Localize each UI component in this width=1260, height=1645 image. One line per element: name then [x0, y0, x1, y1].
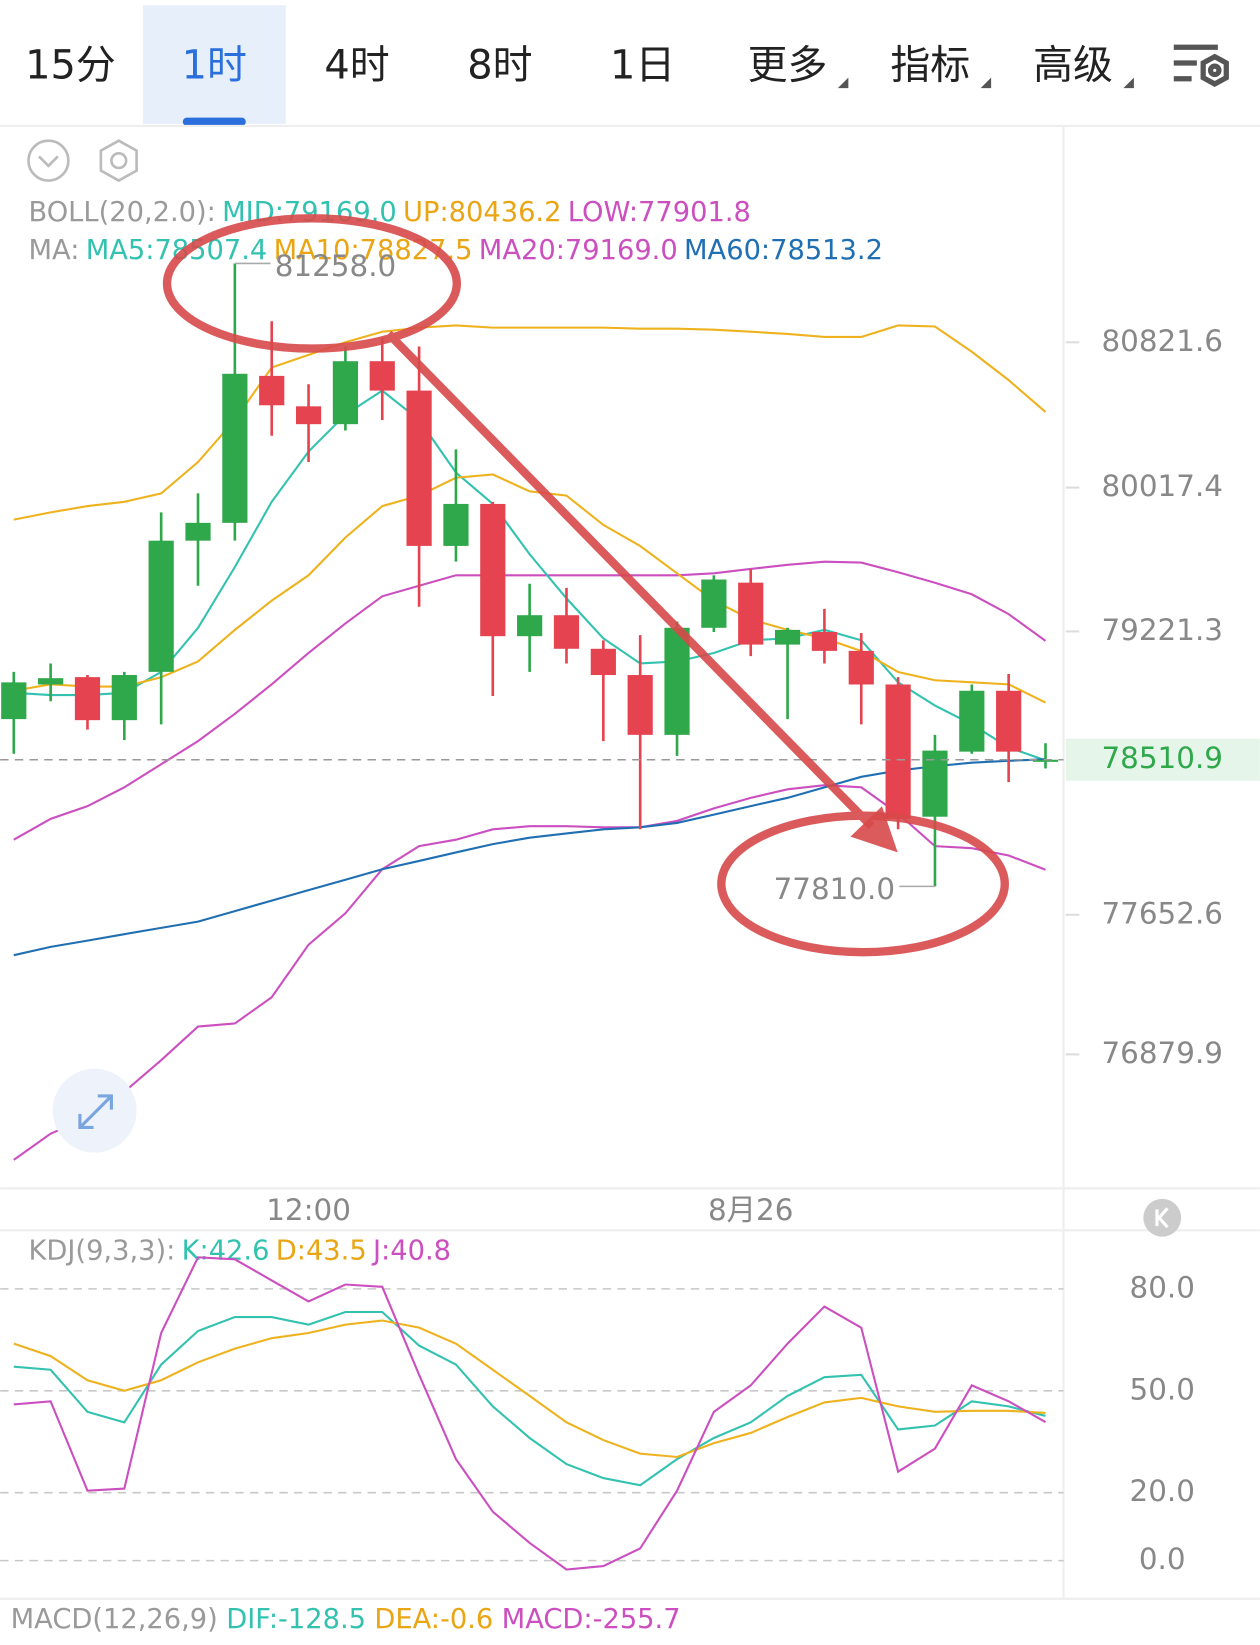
expand-button[interactable]	[52, 1068, 137, 1153]
candle-body	[848, 650, 874, 685]
y-tick-label: 50.0	[1130, 1372, 1195, 1406]
candle-body	[295, 406, 322, 425]
tab[interactable]: 指标	[890, 43, 970, 89]
y-tick-label: 80017.4	[1101, 469, 1222, 503]
kdj-line	[13, 1310, 1046, 1487]
candle-body	[811, 631, 838, 651]
arrow-head	[850, 806, 898, 853]
candle-body	[38, 678, 64, 685]
candle-body	[885, 684, 911, 819]
candle-body	[443, 503, 469, 546]
tab[interactable]: 1日	[610, 43, 675, 89]
candle-body	[185, 522, 211, 541]
candle-body	[406, 390, 432, 546]
candle-body	[959, 690, 985, 752]
y-tick-label: 77652.6	[1101, 896, 1222, 930]
legend-entry: DEA:-0.6	[374, 1603, 493, 1634]
indicator-line	[13, 324, 1047, 521]
indicator-line	[13, 758, 1046, 957]
last-price-label: 78510.9	[1101, 741, 1222, 775]
y-tick-label: 0.0	[1139, 1542, 1186, 1576]
legend-entry: K:42.6	[182, 1235, 270, 1266]
y-tick-label: 76879.9	[1101, 1036, 1222, 1070]
legend-row: BOLL(20,2.0): MID:79169.0 UP:80436.2 LOW:77…	[28, 197, 750, 228]
legend-entry: UP:80436.2	[403, 197, 561, 228]
legend-entry: LOW:77901.8	[568, 197, 751, 228]
candle-body	[664, 627, 690, 735]
legend-entry: D:43.5	[276, 1235, 367, 1266]
legend-entry: J:40.8	[371, 1235, 451, 1266]
active-tab-indicator	[182, 117, 246, 126]
k-button[interactable]	[1143, 1198, 1182, 1237]
settings-hex-icon[interactable]	[99, 139, 138, 183]
y-tick-label: 80.0	[1130, 1270, 1195, 1304]
legend-entry: MACD:-255.7	[502, 1603, 681, 1634]
tab[interactable]: 4时	[324, 43, 389, 89]
last-price-box	[1065, 738, 1260, 781]
dropdown-caret	[980, 77, 992, 89]
extreme-label: 77810.0	[774, 872, 895, 906]
candle-body	[517, 615, 543, 637]
candle-body	[627, 675, 653, 735]
candle-body	[332, 361, 359, 425]
legend-entry: MA20:79169.0	[479, 234, 678, 265]
candle-body	[148, 540, 174, 672]
y-tick-label: 79221.3	[1101, 613, 1222, 647]
tab[interactable]: 15分	[25, 43, 116, 89]
tab[interactable]: 高级	[1033, 43, 1113, 89]
candle-body	[701, 579, 727, 628]
legend-row: MA: MA5:78507.4 MA10:78827.5 MA20:79169.0 MA…	[28, 234, 882, 265]
y-tick-label: 80821.6	[1101, 324, 1222, 358]
candle-body	[922, 750, 948, 817]
tab[interactable]: 更多	[748, 43, 828, 89]
candle-body	[738, 582, 764, 645]
legend-entry: DIF:-128.5	[226, 1603, 366, 1634]
x-tick-label: 8月26	[708, 1193, 793, 1227]
candle-body	[1, 682, 27, 720]
indicator-line	[13, 784, 1046, 1161]
legend-entry: KDJ(9,3,3):	[28, 1235, 175, 1266]
hand-annotation	[162, 214, 1009, 957]
candle-body	[774, 629, 801, 645]
candle-body	[369, 361, 395, 391]
candle-body	[259, 375, 285, 406]
candle-body	[996, 690, 1022, 752]
x-tick-label: 12:00	[266, 1193, 351, 1227]
legend-entry: MA60:78513.2	[684, 234, 883, 265]
candle-body	[590, 648, 616, 676]
active-tab-bg	[142, 5, 286, 124]
settings-icon[interactable]	[1173, 44, 1229, 87]
plot: BOLL(20,2.0): MID:79169.0 UP:80436.2 LOW:77…	[0, 197, 1260, 1634]
candle-body	[111, 675, 137, 721]
kdj-line	[13, 1319, 1046, 1459]
legend-entry: MA:	[28, 234, 79, 265]
tab[interactable]: 8时	[467, 43, 532, 89]
extreme-label: 81258.0	[275, 249, 396, 283]
indicator-line	[13, 560, 1047, 841]
collapse-icon[interactable]	[27, 139, 70, 182]
candle-body	[222, 373, 248, 523]
legend-entry: MACD(12,26,9)	[11, 1603, 218, 1634]
dropdown-caret	[1123, 77, 1134, 89]
candle-body	[480, 503, 506, 637]
tab[interactable]: 1时	[182, 43, 247, 89]
candle-body	[553, 615, 580, 649]
tab-bar: 15分 1时 4时 8时 1日 更多 指标 高级	[25, 5, 1113, 126]
legend-entry: BOLL(20,2.0):	[28, 197, 215, 228]
candle-body	[1032, 759, 1059, 762]
macd-legend: MACD(12,26,9) DIF:-128.5 DEA:-0.6 MACD:-255…	[11, 1603, 681, 1634]
candle-body	[74, 677, 101, 721]
kdj-line	[13, 1256, 1047, 1571]
y-tick-label: 20.0	[1130, 1474, 1195, 1508]
